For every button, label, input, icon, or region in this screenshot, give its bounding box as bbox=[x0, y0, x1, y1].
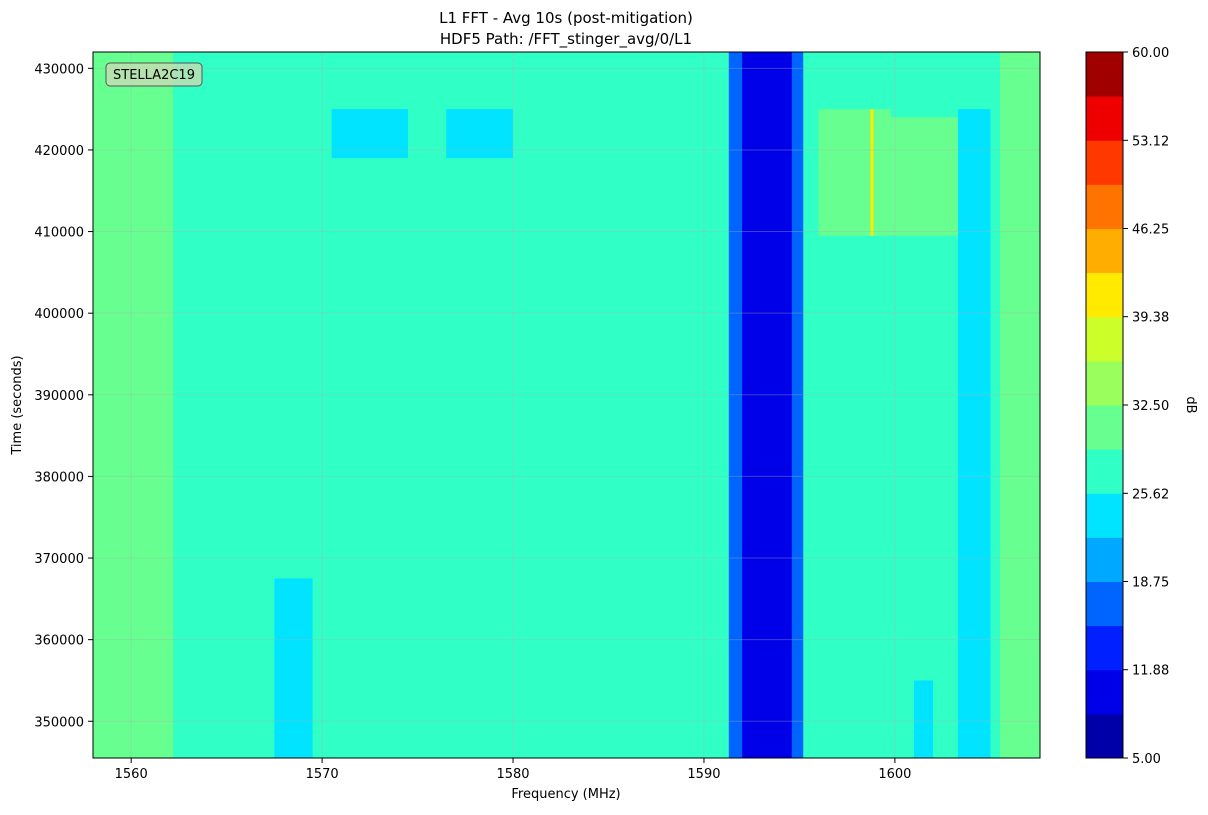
colorbar-level-10 bbox=[1086, 272, 1123, 318]
colorbar-level-1 bbox=[1086, 669, 1123, 715]
heatmap-region-2 bbox=[742, 52, 792, 758]
colorbar-level-11 bbox=[1086, 228, 1123, 274]
y-tick-label-4: 390000 bbox=[34, 389, 84, 404]
colorbar-level-5 bbox=[1086, 493, 1123, 538]
heatmap-region-7 bbox=[274, 578, 313, 758]
colorbar-tick-label-7: 53.12 bbox=[1132, 134, 1169, 149]
colorbar-level-6 bbox=[1086, 449, 1123, 494]
y-tick-label-3: 380000 bbox=[34, 470, 84, 485]
x-tick-label-4: 1600 bbox=[878, 767, 911, 782]
colorbar-level-14 bbox=[1086, 96, 1123, 141]
y-tick-label-6: 410000 bbox=[34, 226, 84, 241]
colorbar-label: dB bbox=[1183, 396, 1198, 413]
heatmap-region-3 bbox=[818, 109, 892, 236]
y-tick-label-0: 350000 bbox=[34, 715, 84, 730]
colorbar-level-4 bbox=[1086, 537, 1123, 582]
colorbar-level-9 bbox=[1086, 316, 1123, 362]
x-tick-label-2: 1580 bbox=[496, 767, 529, 782]
y-tick-label-5: 400000 bbox=[34, 307, 84, 322]
heatmap-region-5 bbox=[331, 109, 409, 159]
y-tick-label-8: 430000 bbox=[34, 62, 84, 77]
x-tick-label-0: 1560 bbox=[115, 767, 148, 782]
x-tick-label-3: 1590 bbox=[687, 767, 720, 782]
plot-frame bbox=[92, 51, 1041, 759]
grid-lines bbox=[93, 52, 1040, 758]
station-annotation: STELLA2C19 bbox=[105, 62, 203, 87]
colorbar-tick-label-4: 32.50 bbox=[1132, 399, 1169, 414]
heatmap-region-8 bbox=[957, 109, 991, 759]
y-tick-label-7: 420000 bbox=[34, 144, 84, 159]
y-axis-label: Time (seconds) bbox=[10, 355, 25, 455]
x-axis-label: Frequency (MHz) bbox=[511, 787, 620, 802]
colorbar-level-2 bbox=[1086, 625, 1123, 671]
colorbar-tick-label-8: 60.00 bbox=[1132, 46, 1169, 61]
colorbar-level-15 bbox=[1086, 52, 1123, 97]
chart-title: L1 FFT - Avg 10s (post-mitigation) bbox=[439, 9, 693, 27]
colorbar-tick-label-2: 18.75 bbox=[1132, 576, 1169, 591]
heatmap-plot-area bbox=[93, 52, 1040, 759]
colorbar-level-0 bbox=[1086, 713, 1123, 759]
heatmap-region-6 bbox=[446, 109, 514, 159]
colorbar-level-13 bbox=[1086, 140, 1123, 185]
colorbar-tick-label-0: 5.00 bbox=[1132, 752, 1161, 767]
colorbar-tick-label-1: 11.88 bbox=[1132, 664, 1169, 679]
heatmap-region-9 bbox=[913, 680, 934, 758]
colorbar-level-12 bbox=[1086, 184, 1123, 229]
y-tick-label-1: 360000 bbox=[34, 634, 84, 649]
x-axis: 1560 1570 1580 1590 1600 bbox=[115, 758, 911, 782]
colorbar-level-8 bbox=[1086, 360, 1123, 406]
colorbar: 5.00 11.88 18.75 25.62 32.50 39.38 46.25 53.12 6… bbox=[1085, 46, 1169, 767]
y-axis: 350000 360000 370000 380000 390000 400000 4100… bbox=[34, 62, 93, 730]
colorbar-tick-label-5: 39.38 bbox=[1132, 311, 1169, 326]
colorbar-tick-label-3: 25.62 bbox=[1132, 487, 1169, 502]
colorbar-level-7 bbox=[1086, 405, 1123, 450]
heatmap-region-10 bbox=[999, 52, 1040, 758]
heatmap-region-0 bbox=[93, 52, 174, 758]
x-tick-label-1: 1570 bbox=[306, 767, 339, 782]
colorbar-tick-label-6: 46.25 bbox=[1132, 223, 1169, 238]
y-tick-label-2: 370000 bbox=[34, 552, 84, 567]
station-annotation-text: STELLA2C19 bbox=[113, 68, 195, 83]
chart-subtitle: HDF5 Path: /FFT_stinger_avg/0/L1 bbox=[440, 30, 692, 49]
colorbar-level-3 bbox=[1086, 581, 1123, 627]
